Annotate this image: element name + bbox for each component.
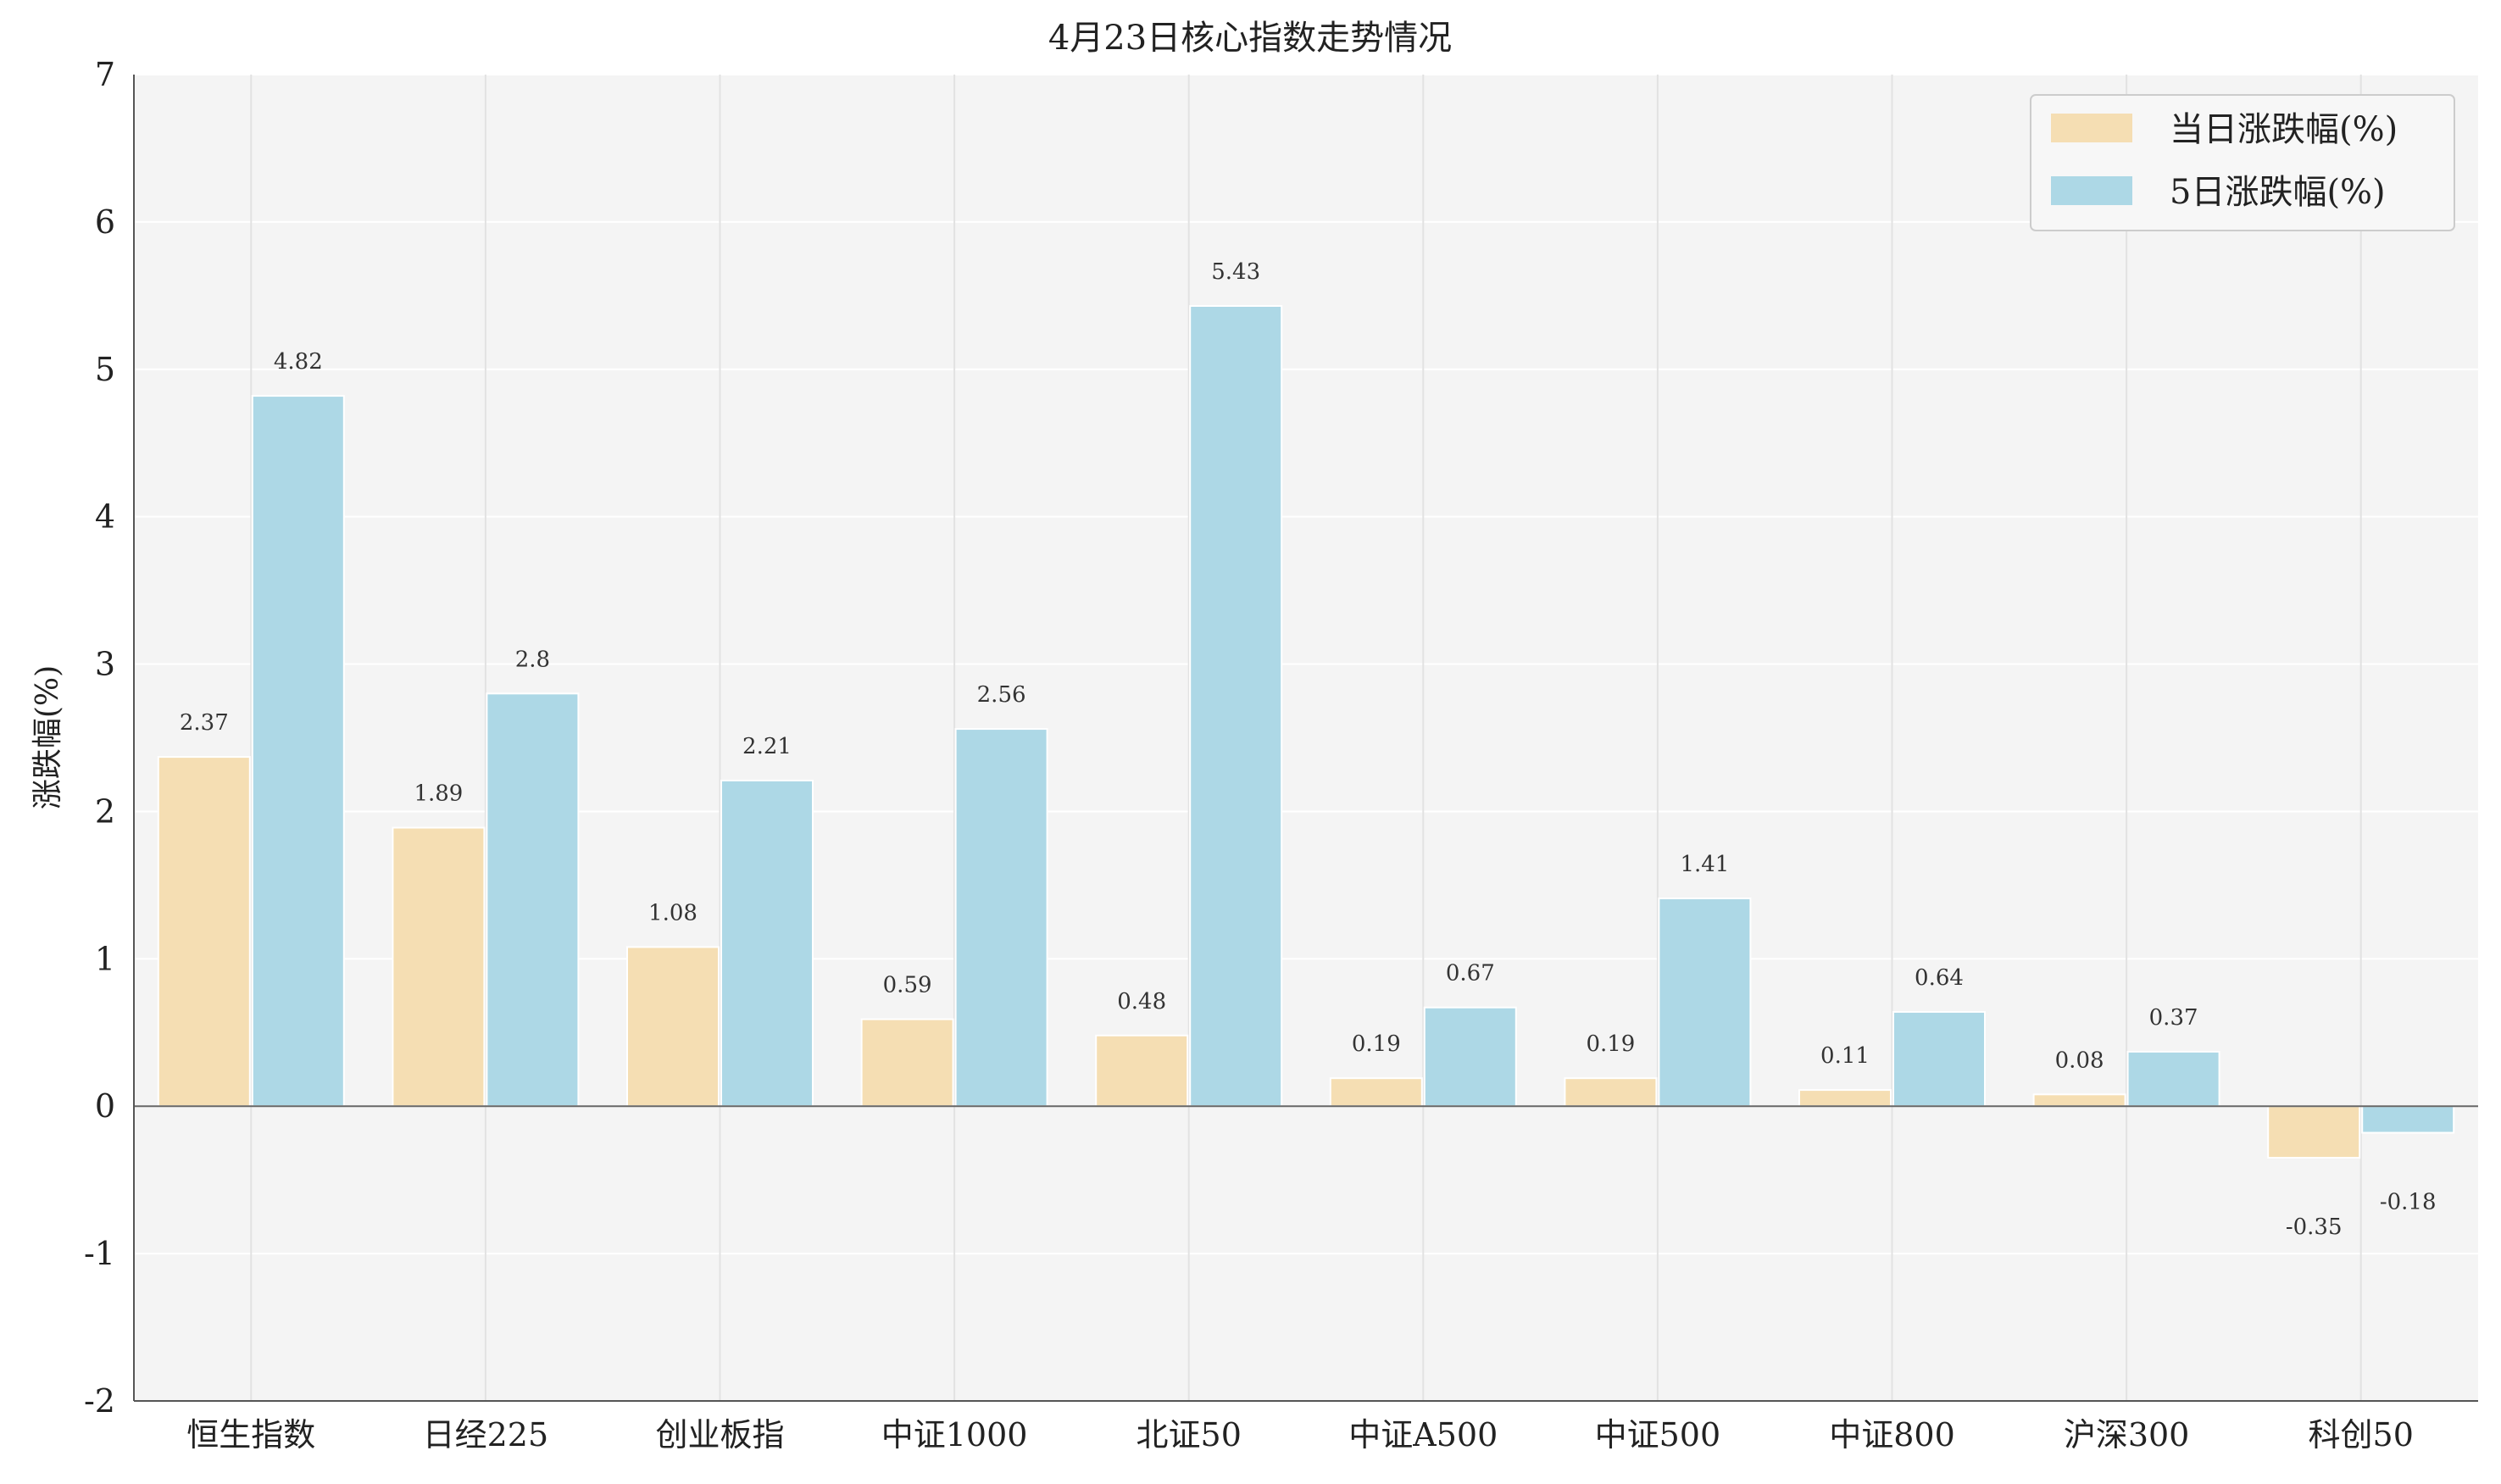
data-label-daily-8: 0.08 xyxy=(2055,1048,2104,1073)
data-labels: 2.37 4.82 1.89 2.8 1.08 2.21 0.59 2.56 0.48 5.43 0… xyxy=(180,259,2437,1240)
y-tick-label: -2 xyxy=(84,1382,115,1420)
bar-daily-8 xyxy=(2032,1093,2126,1108)
legend-box xyxy=(2030,94,2455,231)
x-tick-label: 创业板指 xyxy=(655,1416,784,1453)
bar-5day-0 xyxy=(251,395,345,1108)
y-tick-label: 7 xyxy=(95,56,115,93)
bar-daily-6 xyxy=(1564,1077,1658,1108)
y-tick-label: 5 xyxy=(95,351,115,388)
bar-daily-9 xyxy=(2267,1105,2361,1159)
x-tick-label: 沪深300 xyxy=(2064,1416,2190,1453)
data-label-5day-7: 0.64 xyxy=(1915,965,1964,991)
bar-daily-1 xyxy=(392,826,486,1108)
x-tick-label: 科创50 xyxy=(2309,1416,2414,1453)
data-label-5day-8: 0.37 xyxy=(2149,1005,2198,1031)
y-tick-label: 0 xyxy=(95,1087,115,1125)
bar-daily-2 xyxy=(626,946,720,1108)
bar-5day-2 xyxy=(720,779,814,1108)
y-tick-label: -1 xyxy=(84,1235,115,1272)
bar-5day-8 xyxy=(2126,1050,2220,1108)
data-label-5day-0: 4.82 xyxy=(274,349,323,375)
bar-daily-7 xyxy=(1798,1089,1892,1108)
x-tick-label: 中证1000 xyxy=(881,1416,1028,1453)
legend: 当日涨跌幅(%) 5日涨跌幅(%) xyxy=(2030,94,2455,231)
bar-5day-4 xyxy=(1189,305,1283,1108)
bar-5day-7 xyxy=(1892,1010,1986,1108)
x-tick-label: 北证50 xyxy=(1137,1416,1242,1453)
y-tick-labels: -2 -1 0 1 2 3 4 5 6 7 xyxy=(84,56,115,1420)
bar-5day-5 xyxy=(1423,1006,1517,1108)
y-tick-label: 3 xyxy=(95,646,115,683)
chart-title: 4月23日核心指数走势情况 xyxy=(1048,19,1452,58)
data-label-daily-3: 0.59 xyxy=(883,973,932,998)
data-label-daily-7: 0.11 xyxy=(1820,1043,1870,1069)
data-label-5day-6: 1.41 xyxy=(1680,852,1729,877)
bar-daily-5 xyxy=(1329,1077,1423,1108)
x-tick-labels: 恒生指数 日经225 创业板指 中证1000 北证50 中证A500 中证500 中证800 沪… xyxy=(186,1416,2414,1453)
y-tick-label: 2 xyxy=(95,792,115,830)
bar-daily-4 xyxy=(1095,1034,1189,1108)
data-label-5day-3: 2.56 xyxy=(977,682,1026,708)
legend-swatch-daily xyxy=(2051,114,2132,142)
data-label-daily-2: 1.08 xyxy=(648,900,698,925)
data-label-5day-1: 2.8 xyxy=(515,647,550,672)
data-label-daily-5: 0.19 xyxy=(1352,1031,1401,1057)
bar-daily-3 xyxy=(860,1018,954,1108)
data-label-daily-0: 2.37 xyxy=(180,710,229,736)
data-label-daily-9: -0.35 xyxy=(2286,1214,2343,1240)
bar-daily-0 xyxy=(157,756,251,1108)
data-label-5day-4: 5.43 xyxy=(1211,259,1260,285)
bar-5day-9 xyxy=(2361,1105,2455,1134)
data-label-5day-5: 0.67 xyxy=(1446,961,1495,987)
data-label-daily-1: 1.89 xyxy=(414,781,463,807)
bar-5day-3 xyxy=(954,728,1048,1108)
bar-5day-1 xyxy=(486,692,580,1108)
bar-5day-6 xyxy=(1658,898,1752,1108)
y-tick-label: 4 xyxy=(95,498,115,536)
data-label-daily-6: 0.19 xyxy=(1586,1031,1635,1057)
bars xyxy=(157,305,2455,1159)
y-axis-label: 涨跌幅(%) xyxy=(31,665,65,809)
x-tick-label: 中证A500 xyxy=(1348,1416,1498,1453)
legend-label-daily: 当日涨跌幅(%) xyxy=(2170,110,2398,149)
x-tick-label: 恒生指数 xyxy=(186,1416,315,1453)
x-tick-label: 中证500 xyxy=(1595,1416,1721,1453)
data-label-daily-4: 0.48 xyxy=(1117,989,1166,1014)
data-label-5day-9: -0.18 xyxy=(2380,1190,2437,1215)
data-label-5day-2: 2.21 xyxy=(742,734,792,759)
legend-label-5day: 5日涨跌幅(%) xyxy=(2170,173,2386,212)
legend-swatch-5day xyxy=(2051,176,2132,205)
x-tick-label: 中证800 xyxy=(1829,1416,1955,1453)
y-tick-label: 1 xyxy=(95,940,115,977)
x-tick-label: 日经225 xyxy=(423,1416,549,1453)
y-tick-label: 6 xyxy=(95,203,115,241)
